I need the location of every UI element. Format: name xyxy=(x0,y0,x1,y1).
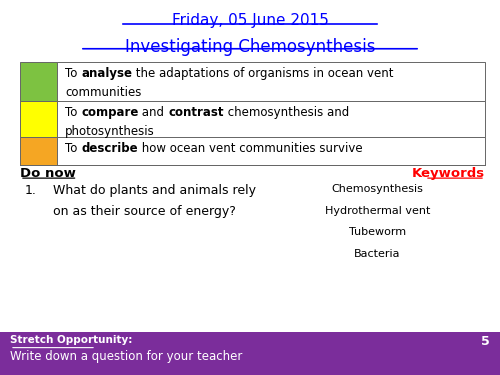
Text: 1.: 1. xyxy=(25,184,37,197)
Bar xyxy=(20,137,58,165)
Text: contrast: contrast xyxy=(168,106,224,119)
Bar xyxy=(58,62,485,101)
Text: chemosynthesis and: chemosynthesis and xyxy=(224,106,349,119)
Text: 5: 5 xyxy=(481,335,490,348)
Text: Hydrothermal vent: Hydrothermal vent xyxy=(325,206,430,216)
Text: Bacteria: Bacteria xyxy=(354,249,401,259)
Text: photosynthesis: photosynthesis xyxy=(65,125,155,138)
Text: communities: communities xyxy=(65,86,142,99)
Text: To: To xyxy=(65,106,81,119)
Bar xyxy=(58,137,485,165)
Text: Friday, 05 June 2015: Friday, 05 June 2015 xyxy=(172,13,328,28)
Text: To: To xyxy=(65,67,81,80)
Text: Write down a question for your teacher: Write down a question for your teacher xyxy=(10,350,242,363)
Bar xyxy=(20,62,58,101)
Text: how ocean vent communities survive: how ocean vent communities survive xyxy=(138,142,362,155)
Text: Keywords: Keywords xyxy=(412,167,485,180)
Text: Do now: Do now xyxy=(20,167,76,180)
Text: describe: describe xyxy=(81,142,138,155)
Text: compare: compare xyxy=(81,106,138,119)
Text: Chemosynthesis: Chemosynthesis xyxy=(332,184,424,194)
Text: Investigating Chemosynthesis: Investigating Chemosynthesis xyxy=(125,38,375,56)
Text: the adaptations of organisms in ocean vent: the adaptations of organisms in ocean ve… xyxy=(132,67,394,80)
Text: on as their source of energy?: on as their source of energy? xyxy=(52,206,236,219)
Text: Stretch Opportunity:: Stretch Opportunity: xyxy=(10,335,132,345)
Bar xyxy=(0,332,500,375)
Text: Tubeworm: Tubeworm xyxy=(349,227,406,237)
Bar xyxy=(20,101,58,137)
Text: To: To xyxy=(65,142,81,155)
Text: analyse: analyse xyxy=(81,67,132,80)
Text: and: and xyxy=(138,106,168,119)
Bar xyxy=(58,101,485,137)
Text: What do plants and animals rely: What do plants and animals rely xyxy=(52,184,256,197)
